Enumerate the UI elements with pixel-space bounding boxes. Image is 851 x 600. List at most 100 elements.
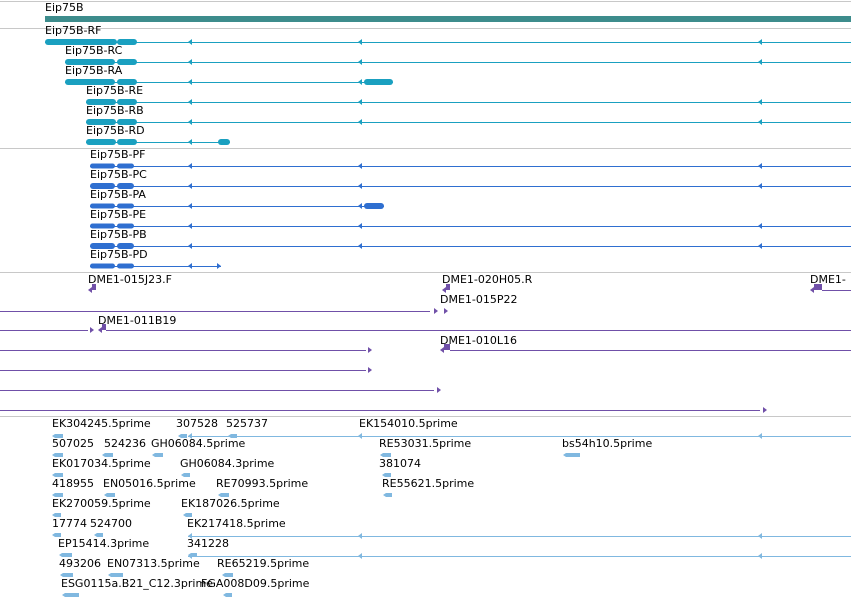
protein-exon (90, 203, 115, 209)
strand-arrow-icon (358, 119, 362, 125)
clone-end-icon (437, 387, 441, 393)
est-mark (55, 493, 63, 497)
strand-arrow-icon (217, 263, 221, 269)
transcript-exon (117, 99, 137, 105)
strand-arrow-icon (358, 59, 362, 65)
est-label: EK154010.5prime (359, 417, 458, 430)
est-label: FGA008D09.5prime (201, 577, 310, 590)
est-arrow-icon (223, 593, 226, 597)
transcript-exon (117, 119, 137, 125)
strand-arrow-icon (188, 163, 192, 169)
strand-arrow-icon (758, 223, 762, 229)
transcript-exon (117, 139, 137, 145)
strand-arrow-icon (758, 119, 762, 125)
strand-arrow-icon (188, 433, 192, 439)
strand-arrow-icon (358, 533, 362, 539)
strand-arrow-icon (188, 59, 192, 65)
transcript-exon (65, 59, 115, 65)
est-arrow-icon (52, 533, 55, 537)
protein-exon (90, 263, 115, 269)
strand-arrow-icon (758, 163, 762, 169)
est-mark (111, 573, 123, 577)
clone-end-icon (90, 327, 94, 333)
strand-arrow-icon (758, 183, 762, 189)
est-arrow-icon (178, 434, 181, 438)
protein-exon (117, 203, 134, 209)
strand-arrow-icon (758, 243, 762, 249)
strand-arrow-icon (358, 79, 362, 85)
protein-exon (364, 203, 384, 209)
est-arrow-icon (188, 553, 191, 557)
transcript-label: Eip75B-RA (65, 64, 123, 77)
est-mark (191, 553, 197, 557)
est-mark (55, 473, 63, 477)
est-label: RE55621.5prime (382, 477, 475, 490)
est-arrow-icon (94, 533, 97, 537)
est-label: 307528 (176, 417, 218, 430)
protein-exon (90, 163, 115, 169)
est-arrow-icon (60, 573, 63, 577)
est-mark (386, 493, 392, 497)
est-label: ESG0115a.B21_C12.3prime (61, 577, 213, 590)
est-label: 493206 (59, 557, 101, 570)
est-arrow-icon (563, 453, 566, 457)
strand-arrow-icon (358, 39, 362, 45)
est-mark (566, 453, 580, 457)
est-arrow-icon (104, 493, 107, 497)
est-mark (55, 453, 63, 457)
transcript-label: Eip75B-RB (86, 104, 144, 117)
strand-arrow-icon (758, 433, 762, 439)
transcript-label: Eip75B-RC (65, 44, 123, 57)
est-label: EK304245.5prime (52, 417, 151, 430)
strand-arrow-icon (188, 99, 192, 105)
clone-end (446, 284, 450, 290)
transcript-exon (86, 119, 116, 125)
protein-label: Eip75B-PE (90, 208, 147, 221)
strand-arrow-icon (758, 553, 762, 559)
est-arrow-icon (59, 553, 62, 557)
est-arrow-icon (52, 453, 55, 457)
est-mark (181, 434, 187, 438)
est-arrow-icon (108, 573, 111, 577)
est-mark (226, 593, 232, 597)
transcript-label: Eip75B-RF (45, 24, 102, 37)
est-label: EK187026.5prime (181, 497, 280, 510)
est-mark (62, 553, 72, 557)
est-label: 507025 (52, 437, 94, 450)
est-label: EN07313.5prime (107, 557, 200, 570)
est-mark (383, 453, 391, 457)
strand-arrow-icon (358, 99, 362, 105)
est-mark (65, 593, 79, 597)
clone-end-icon (368, 347, 372, 353)
protein-exon (90, 223, 115, 229)
est-label: 524236 (104, 437, 146, 450)
strand-arrow-icon (358, 433, 362, 439)
clone-end-icon (98, 327, 102, 333)
est-arrow-icon (228, 434, 231, 438)
strand-arrow-icon (188, 39, 192, 45)
transcript-exon (45, 39, 117, 45)
protein-label: Eip75B-PA (90, 188, 146, 201)
est-label: EP15414.3prime (58, 537, 150, 550)
est-mark (231, 434, 237, 438)
est-mark (55, 434, 63, 438)
est-arrow-icon (382, 473, 385, 477)
est-mark (97, 533, 103, 537)
est-label: RE70993.5prime (216, 477, 309, 490)
clone-end-icon (440, 347, 444, 353)
strand-arrow-icon (188, 243, 192, 249)
est-mark (385, 473, 391, 477)
est-arrow-icon (183, 513, 186, 517)
clone-end (102, 324, 106, 330)
est-mark (55, 533, 61, 537)
strand-arrow-icon (358, 223, 362, 229)
est-mark (184, 473, 190, 477)
protein-exon (117, 263, 134, 269)
est-arrow-icon (383, 493, 386, 497)
transcript-label: Eip75B-RE (86, 84, 144, 97)
clone-end-icon (434, 308, 438, 314)
gene-bar (45, 16, 851, 22)
est-arrow-icon (181, 473, 184, 477)
protein-label: Eip75B-PF (90, 148, 146, 161)
